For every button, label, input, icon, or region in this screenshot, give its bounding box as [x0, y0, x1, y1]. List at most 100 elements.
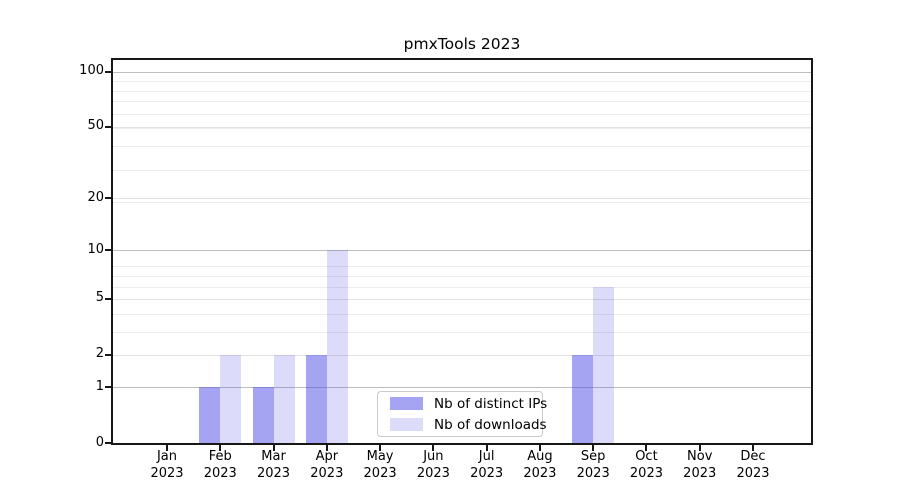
y-axis-tick-label: 20	[87, 189, 104, 205]
x-tick-year: 2023	[416, 465, 450, 481]
x-axis-tick-mark	[538, 445, 541, 451]
y-axis-tick-mark	[105, 70, 111, 73]
x-axis-tick-label: Jan 2023	[135, 449, 199, 482]
gridline-major	[113, 71, 811, 73]
gridline-labeled	[113, 126, 811, 128]
bar-downloads	[273, 354, 295, 443]
gridline-minor	[113, 275, 811, 277]
x-axis-tick-mark	[645, 445, 648, 451]
legend-swatch-downloads	[390, 418, 423, 431]
x-tick-year: 2023	[736, 465, 770, 481]
y-axis-tick-mark	[105, 249, 111, 252]
legend-label-distinct-ips: Nb of distinct IPs	[434, 395, 548, 412]
legend-label-downloads: Nb of downloads	[434, 416, 547, 433]
x-axis-tick-label: Oct 2023	[614, 449, 678, 482]
gridline-minor	[113, 81, 811, 83]
x-tick-month: Jan	[156, 449, 178, 464]
x-axis-tick-mark	[272, 445, 275, 451]
y-axis-tick-label: 2	[95, 346, 104, 362]
x-axis-tick-label: Aug 2023	[508, 449, 572, 482]
x-axis-tick-mark	[379, 445, 382, 451]
bar-downloads	[593, 286, 615, 443]
x-tick-year: 2023	[363, 465, 397, 481]
x-axis-tick-label: May 2023	[348, 449, 412, 482]
x-tick-year: 2023	[629, 465, 663, 481]
gridline-minor	[113, 169, 811, 171]
y-axis-tick-mark	[105, 442, 111, 444]
legend-row: Nb of downloads	[390, 417, 547, 433]
gridline-minor	[113, 202, 811, 204]
x-tick-month: Jul	[478, 449, 495, 464]
gridline-minor	[113, 286, 811, 288]
gridline-major	[113, 250, 811, 252]
gridline-labeled	[113, 354, 811, 356]
x-axis-tick-label: Jul 2023	[455, 449, 519, 482]
x-tick-year: 2023	[150, 465, 184, 481]
x-tick-month: May	[366, 449, 394, 464]
x-axis-tick-label: Dec 2023	[721, 449, 785, 482]
x-axis-tick-mark	[485, 445, 488, 451]
gridline-major	[113, 387, 811, 389]
x-axis-tick-mark	[432, 445, 435, 451]
x-tick-month: Dec	[740, 449, 766, 464]
x-axis-tick-mark	[166, 445, 168, 451]
bar-distinct-ips	[572, 354, 594, 443]
x-axis-tick-mark	[592, 445, 595, 451]
y-axis-tick-label: 0	[95, 434, 104, 450]
y-axis-tick-mark	[105, 125, 111, 128]
legend-swatch-distinct-ips	[390, 397, 423, 410]
x-tick-year: 2023	[683, 465, 717, 481]
x-tick-year: 2023	[310, 465, 344, 481]
x-axis-tick-label: Jun 2023	[401, 449, 465, 482]
gridline-minor	[113, 90, 811, 92]
chart-title: pmxTools 2023	[403, 35, 521, 53]
bar-distinct-ips	[305, 354, 327, 443]
gridline-minor	[113, 113, 811, 115]
y-axis-tick-label: 100	[79, 63, 104, 79]
y-axis-tick-mark	[105, 297, 111, 300]
y-axis-tick-mark	[105, 353, 111, 356]
gridline-minor	[113, 101, 811, 103]
x-tick-month: Feb	[208, 449, 232, 464]
x-axis-tick-mark	[219, 445, 222, 451]
y-axis-tick-mark	[105, 386, 111, 389]
bar-downloads	[326, 250, 348, 443]
gridline-minor	[113, 266, 811, 268]
x-tick-month: Aug	[527, 449, 553, 464]
x-tick-month: Oct	[635, 449, 658, 464]
x-tick-year: 2023	[203, 465, 237, 481]
x-axis-tick-mark	[325, 445, 328, 451]
x-tick-month: Nov	[687, 449, 713, 464]
gridline-minor	[113, 146, 811, 148]
y-axis-tick-label: 10	[87, 241, 104, 257]
gridline-labeled	[113, 198, 811, 200]
legend: Nb of distinct IPs Nb of downloads	[377, 391, 547, 437]
y-axis-tick-label: 50	[87, 118, 104, 134]
x-axis-tick-label: Nov 2023	[668, 449, 732, 482]
x-axis-tick-mark	[698, 445, 701, 451]
bar-distinct-ips	[252, 387, 274, 443]
bar-downloads	[220, 354, 242, 443]
x-tick-year: 2023	[470, 465, 504, 481]
x-tick-year: 2023	[256, 465, 291, 481]
x-tick-month: Jun	[423, 449, 444, 464]
bar-distinct-ips	[199, 387, 221, 443]
gridline-minor	[113, 313, 811, 315]
x-axis-tick-label: Apr 2023	[295, 449, 359, 482]
x-tick-month: Sep	[580, 449, 606, 464]
gridline-minor	[113, 128, 811, 130]
x-axis-tick-label: Sep 2023	[561, 449, 625, 482]
x-tick-month: Apr	[315, 449, 339, 464]
x-axis-tick-mark	[752, 445, 754, 451]
y-axis-tick-label: 5	[95, 290, 104, 306]
legend-row: Nb of distinct IPs	[390, 396, 547, 412]
x-tick-year: 2023	[576, 465, 610, 481]
gridline-minor	[113, 331, 811, 333]
x-axis-tick-label: Feb 2023	[188, 449, 252, 482]
x-tick-year: 2023	[523, 465, 557, 481]
x-axis-tick-label: Mar 2023	[242, 449, 306, 482]
x-tick-month: Mar	[261, 449, 286, 464]
plot-area	[111, 58, 813, 445]
gridline-labeled	[113, 298, 811, 300]
